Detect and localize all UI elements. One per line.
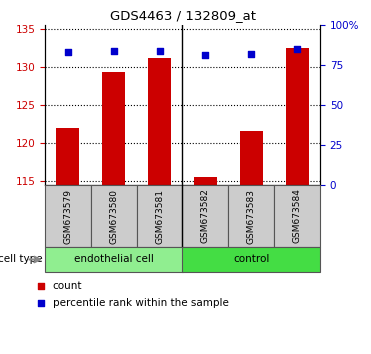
Text: GSM673580: GSM673580 [109,188,118,244]
Bar [240,131,263,185]
Point [38,283,44,289]
Text: GSM673582: GSM673582 [201,189,210,244]
Bar [286,48,309,185]
Point [157,48,162,53]
Point [111,48,117,53]
Bar [194,177,217,185]
Title: GDS4463 / 132809_at: GDS4463 / 132809_at [109,10,256,22]
Text: percentile rank within the sample: percentile rank within the sample [53,298,229,308]
Bar [274,185,320,247]
Bar [45,247,183,272]
Point [294,46,300,52]
Bar [137,185,183,247]
Text: cell type: cell type [0,255,43,264]
Bar [56,128,79,185]
Text: GSM673584: GSM673584 [293,189,302,244]
Bar [91,185,137,247]
Text: GSM673581: GSM673581 [155,188,164,244]
Bar [228,185,274,247]
Text: GSM673579: GSM673579 [63,188,72,244]
Text: control: control [233,255,269,264]
Point [203,52,209,58]
Point [248,51,254,57]
Point [38,301,44,306]
Bar [183,185,228,247]
Text: GSM673583: GSM673583 [247,188,256,244]
Point [65,49,71,55]
Bar [183,247,320,272]
Bar [102,72,125,185]
Bar [148,58,171,185]
Bar [45,185,91,247]
Text: count: count [53,281,82,291]
Text: endothelial cell: endothelial cell [74,255,154,264]
